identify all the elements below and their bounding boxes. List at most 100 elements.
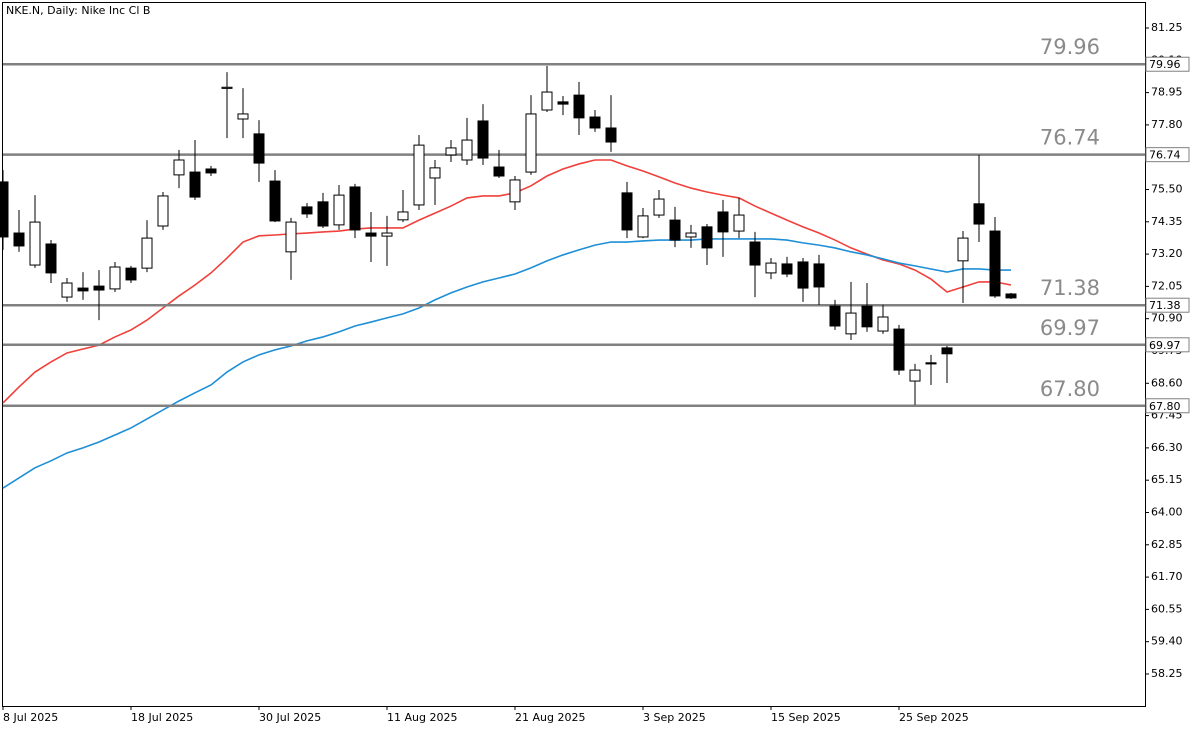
y-tick-label: 81.25: [1151, 21, 1183, 34]
y-tick-label: 72.05: [1151, 279, 1183, 292]
candle-body: [781, 263, 793, 275]
level-label: 71.38: [1040, 276, 1100, 300]
x-tick-label: 30 Jul 2025: [259, 711, 321, 724]
candle-body: [989, 230, 1001, 297]
candle-body: [13, 232, 25, 247]
level-axis-label: 79.96: [1149, 58, 1181, 71]
level-axis-label: 76.74: [1149, 149, 1181, 162]
chart-title: NKE.N, Daily: Nike Inc Cl B: [6, 4, 150, 17]
candle-body: [109, 266, 121, 290]
candle-body: [445, 147, 457, 156]
y-tick-label: 77.80: [1151, 118, 1183, 131]
y-tick-label: 73.20: [1151, 247, 1183, 260]
y-tick-label: 70.90: [1151, 312, 1183, 325]
x-tick-label: 15 Sep 2025: [771, 711, 841, 724]
y-tick-label: 62.85: [1151, 538, 1183, 551]
candle-body: [637, 215, 649, 238]
candle-body: [573, 94, 585, 119]
candle-body: [189, 171, 201, 198]
candle-body: [461, 139, 473, 161]
candle-body: [621, 192, 633, 231]
candle-body: [749, 241, 761, 266]
candle-body: [813, 263, 825, 288]
candle-body: [557, 101, 569, 105]
level-axis-label: 67.80: [1149, 400, 1181, 413]
candle-body: [509, 179, 521, 203]
candle-body: [605, 127, 617, 143]
candle-body: [173, 159, 185, 176]
candle-body: [685, 232, 697, 238]
candle-body: [957, 237, 969, 262]
candle-body: [301, 206, 313, 215]
candle-body: [493, 166, 505, 177]
candle-body: [253, 133, 265, 164]
y-tick-label: 78.95: [1151, 86, 1183, 99]
x-tick-label: 21 Aug 2025: [515, 711, 585, 724]
candle-body: [653, 198, 665, 216]
candle-body: [61, 282, 73, 298]
candle-body: [349, 186, 361, 231]
candle-body: [141, 237, 153, 269]
x-tick-label: 3 Sep 2025: [643, 711, 706, 724]
level-axis-box: [1145, 398, 1190, 414]
candle-body: [765, 262, 777, 274]
candle-body: [973, 203, 985, 225]
level-axis-label: 69.97: [1149, 339, 1181, 352]
y-tick-label: 60.55: [1151, 602, 1183, 615]
y-tick-label: 75.50: [1151, 182, 1183, 195]
candle-body: [29, 221, 41, 266]
candle-body: [77, 287, 89, 292]
candle-body: [925, 362, 937, 365]
candle-body: [333, 194, 345, 226]
candle-body: [717, 211, 729, 233]
moving-average: [2, 159, 1012, 404]
level-axis-box: [1145, 337, 1190, 353]
candle-body: [45, 243, 57, 274]
y-tick-label: 74.35: [1151, 215, 1183, 228]
candle-body: [397, 211, 409, 221]
candle-body: [285, 221, 297, 253]
candle-body: [429, 167, 441, 179]
level-label: 69.97: [1040, 316, 1100, 340]
candle-body: [1005, 293, 1017, 299]
level-axis-box: [1145, 147, 1190, 163]
candle-body: [93, 285, 105, 291]
candle-body: [861, 305, 873, 328]
candle-body: [877, 316, 889, 332]
candle-body: [157, 195, 169, 227]
level-axis-box: [1145, 56, 1190, 72]
candle-body: [205, 168, 217, 174]
y-tick-label: 59.40: [1151, 635, 1183, 648]
candle-body: [589, 116, 601, 129]
candle-body: [909, 369, 921, 382]
candle-body: [733, 214, 745, 232]
candle-body: [269, 180, 281, 222]
level-label: 76.74: [1040, 126, 1100, 150]
candle-body: [381, 232, 393, 237]
y-tick-label: 61.70: [1151, 570, 1183, 583]
candle-body: [477, 120, 489, 159]
candle-body: [541, 91, 553, 111]
x-tick-label: 25 Sep 2025: [899, 711, 969, 724]
candle-body: [829, 305, 841, 327]
y-tick-label: 58.25: [1151, 667, 1183, 680]
candle-body: [701, 226, 713, 249]
candle-body: [221, 86, 233, 89]
candle-body: [365, 232, 377, 237]
candle-body: [525, 113, 537, 173]
y-tick-label: 65.15: [1151, 473, 1183, 486]
candle-body: [669, 219, 681, 241]
x-tick-label: 8 Jul 2025: [3, 711, 58, 724]
candle-body: [125, 267, 137, 281]
candle-body: [237, 113, 249, 120]
y-tick-label: 66.30: [1151, 441, 1183, 454]
y-tick-label: 64.00: [1151, 505, 1183, 518]
candle-body: [941, 347, 953, 355]
candle-body: [797, 261, 809, 289]
y-tick-label: 68.60: [1151, 376, 1183, 389]
level-axis-label: 71.38: [1149, 299, 1181, 312]
plot-frame: [2, 2, 1146, 707]
x-tick-label: 18 Jul 2025: [131, 711, 193, 724]
candle-body: [317, 201, 329, 227]
candle-body: [893, 328, 905, 371]
